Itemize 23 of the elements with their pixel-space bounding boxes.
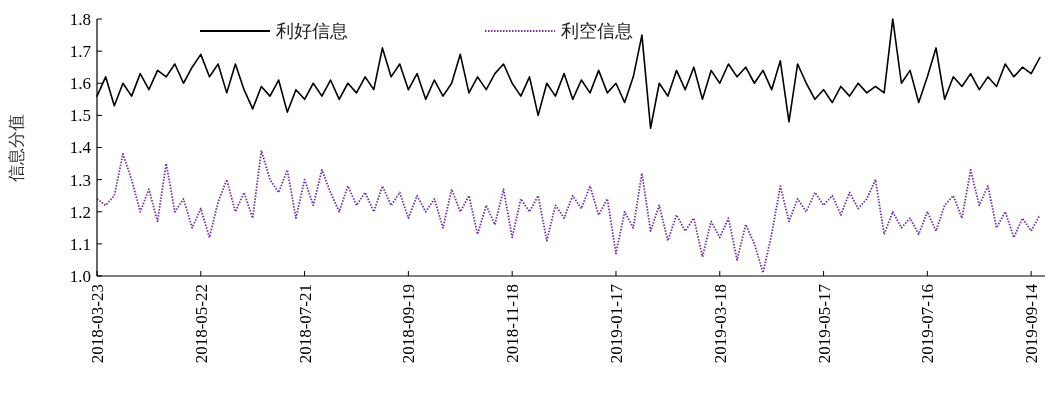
x-tick-label: 2019-01-17 bbox=[606, 283, 626, 364]
y-tick-label: 1.8 bbox=[69, 9, 91, 29]
x-tick-label: 2018-05-22 bbox=[191, 284, 211, 364]
y-tick-label: 1.5 bbox=[69, 106, 91, 126]
y-tick-label: 1.2 bbox=[69, 202, 91, 222]
y-tick-label: 1.1 bbox=[69, 234, 91, 254]
y-axis-title: 信息分值 bbox=[7, 113, 26, 182]
x-tick-label: 2018-11-18 bbox=[503, 284, 523, 363]
legend-label: 利好信息 bbox=[276, 21, 348, 42]
y-tick-label: 1.6 bbox=[69, 74, 91, 94]
y-tick-label: 1.0 bbox=[69, 266, 91, 286]
y-tick-label: 1.3 bbox=[69, 170, 91, 190]
x-tick-label: 2019-05-17 bbox=[814, 283, 834, 364]
x-tick-label: 2018-03-23 bbox=[87, 284, 107, 364]
x-tick-label: 2018-09-19 bbox=[399, 284, 419, 364]
x-tick-label: 2018-07-21 bbox=[295, 284, 315, 364]
y-tick-label: 1.4 bbox=[69, 138, 92, 158]
line-series bbox=[96, 149, 1041, 274]
x-tick-label: 2019-03-18 bbox=[710, 284, 730, 364]
x-tick-label: 2019-07-16 bbox=[918, 284, 938, 364]
legend-label: 利空信息 bbox=[561, 21, 633, 42]
y-tick-label: 1.7 bbox=[69, 42, 92, 62]
x-tick-label: 2019-09-14 bbox=[1022, 283, 1042, 364]
